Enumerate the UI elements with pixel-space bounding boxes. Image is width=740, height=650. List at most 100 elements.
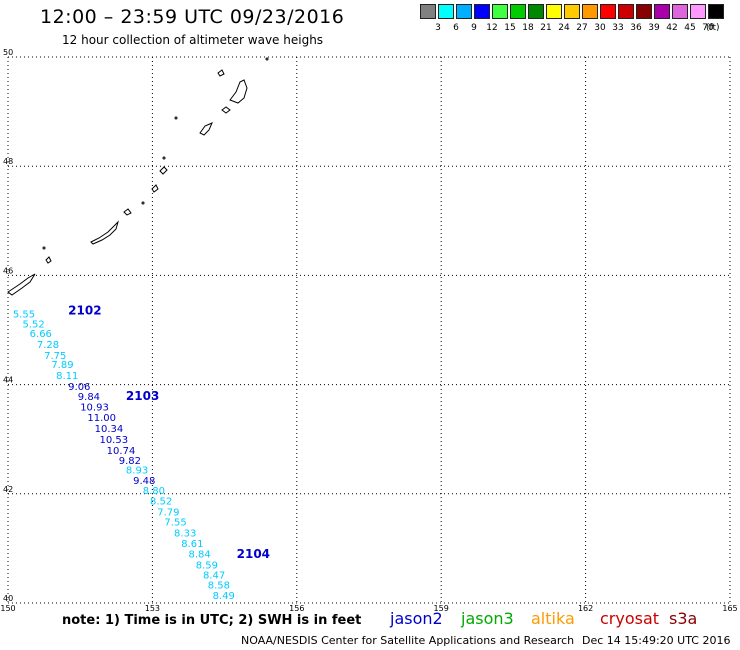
legend-swatch bbox=[690, 4, 706, 19]
timestamp: Dec 14 15:49:20 UTC 2016 bbox=[582, 634, 731, 647]
wave-height-value: 6.66 bbox=[30, 329, 52, 340]
wave-height-value: 8.58 bbox=[208, 580, 230, 591]
legend-swatch bbox=[564, 4, 580, 19]
legend-swatch bbox=[708, 4, 724, 19]
wave-height-value: 8.11 bbox=[56, 371, 78, 382]
wave-height-value: 9.84 bbox=[78, 392, 100, 403]
legend-label: 12 bbox=[486, 23, 498, 33]
coastline bbox=[7, 57, 269, 296]
wave-height-value: 10.93 bbox=[80, 402, 109, 413]
legend-swatch bbox=[492, 4, 508, 19]
pass-labels: 2102 2103 2104 bbox=[68, 304, 270, 562]
wave-height-value: 8.33 bbox=[174, 528, 196, 539]
legend-label: 15 bbox=[504, 23, 516, 33]
wave-height-value: 10.34 bbox=[95, 424, 124, 435]
legend-swatch bbox=[618, 4, 634, 19]
legend-label: 9 bbox=[471, 23, 477, 33]
wave-height-value: 9.82 bbox=[119, 456, 141, 467]
lon-tick-label: 150 bbox=[0, 604, 15, 613]
wave-height-value: 8.52 bbox=[150, 497, 172, 508]
wave-height-value: 10.53 bbox=[99, 435, 128, 446]
satellite-altika: altika bbox=[531, 609, 575, 628]
legend-swatch bbox=[420, 4, 436, 19]
lat-tick-label: 50 bbox=[3, 48, 13, 57]
kuril-island-2 bbox=[123, 208, 132, 216]
credit-line: NOAA/NESDIS Center for Satellite Applica… bbox=[241, 634, 575, 647]
legend-label: 21 bbox=[540, 23, 552, 33]
wave-height-value: 8.80 bbox=[143, 486, 165, 497]
islet-1 bbox=[42, 246, 46, 250]
legend-swatch bbox=[528, 4, 544, 19]
legend-label: 18 bbox=[522, 23, 534, 33]
lat-tick-label: 44 bbox=[3, 376, 13, 385]
wave-height-value: 10.74 bbox=[107, 446, 136, 457]
wave-height-value: 5.55 bbox=[13, 309, 35, 320]
wave-height-observations: 5.555.526.667.287.757.898.119.069.8410.9… bbox=[13, 309, 235, 602]
map-title: 12:00 – 23:59 UTC 09/23/2016 bbox=[40, 6, 345, 28]
legend-swatch bbox=[672, 4, 688, 19]
satellite-cryosat: cryosat bbox=[600, 609, 660, 628]
islet-2 bbox=[141, 201, 145, 205]
legend-swatch bbox=[456, 4, 472, 19]
map-subtitle: 12 hour collection of altimeter wave hei… bbox=[62, 33, 324, 47]
satellite-jason3: jason3 bbox=[461, 609, 514, 628]
lon-tick-label: 156 bbox=[289, 604, 304, 613]
wave-height-value: 7.55 bbox=[164, 517, 186, 528]
wave-height-value: 7.75 bbox=[44, 351, 66, 362]
kuril-island-9 bbox=[45, 256, 52, 264]
legend-label: 24 bbox=[558, 23, 570, 33]
lon-tick-label: 153 bbox=[145, 604, 160, 613]
hokkaido-coast bbox=[7, 273, 36, 296]
wave-height-value: 5.52 bbox=[22, 319, 44, 330]
legend-label: 27 bbox=[576, 23, 588, 33]
lon-tick-label: 159 bbox=[434, 604, 449, 613]
legend-swatch bbox=[582, 4, 598, 19]
legend-swatch bbox=[636, 4, 652, 19]
lat-tick-label: 46 bbox=[3, 266, 13, 275]
wave-height-value: 9.06 bbox=[68, 382, 90, 393]
lon-tick-label: 162 bbox=[578, 604, 593, 613]
wave-height-value: 8.59 bbox=[196, 561, 218, 572]
wave-height-value: 7.28 bbox=[37, 340, 59, 351]
islet-5 bbox=[265, 57, 269, 61]
legend-label: 70 bbox=[702, 23, 714, 33]
legend-label: 30 bbox=[594, 23, 606, 33]
wave-height-value: 9.48 bbox=[133, 476, 155, 487]
pass-number: 2103 bbox=[126, 389, 159, 403]
legend-swatch bbox=[546, 4, 562, 19]
lon-tick-label: 165 bbox=[722, 604, 737, 613]
wave-height-value: 8.84 bbox=[189, 550, 211, 561]
legend-label: 6 bbox=[453, 23, 459, 33]
legend-label: 36 bbox=[630, 23, 642, 33]
lat-tick-label: 42 bbox=[3, 485, 13, 494]
satellite-s3a: s3a bbox=[669, 609, 698, 628]
legend-label: 39 bbox=[648, 23, 660, 33]
kuril-island-3 bbox=[151, 184, 159, 193]
wave-height-value: 8.61 bbox=[181, 539, 203, 550]
kuril-island-8 bbox=[217, 69, 225, 77]
legend-swatch bbox=[600, 4, 616, 19]
kuril-island-7 bbox=[221, 106, 231, 114]
kuril-island-1 bbox=[90, 220, 120, 245]
legend-swatch bbox=[474, 4, 490, 19]
wave-height-value: 8.47 bbox=[203, 570, 225, 581]
legend-swatch bbox=[510, 4, 526, 19]
satellite-jason2: jason2 bbox=[390, 609, 443, 628]
kuril-island-6 bbox=[229, 79, 248, 104]
pass-number: 2102 bbox=[68, 304, 101, 318]
legend-label: 42 bbox=[666, 23, 678, 33]
wave-height-value: 11.00 bbox=[87, 413, 116, 424]
pass-number: 2104 bbox=[237, 547, 270, 561]
legend-unit: (ft) bbox=[706, 23, 720, 33]
islet-4 bbox=[174, 116, 178, 120]
wave-height-value: 7.79 bbox=[157, 508, 179, 519]
lat-tick-label: 40 bbox=[3, 594, 13, 603]
islet-3 bbox=[162, 156, 166, 160]
lat-tick-label: 48 bbox=[3, 157, 13, 166]
legend-label: 45 bbox=[684, 23, 696, 33]
legend-label: 33 bbox=[612, 23, 624, 33]
footer-note: note: 1) Time is in UTC; 2) SWH is in fe… bbox=[62, 613, 362, 628]
legend-swatch bbox=[654, 4, 670, 19]
kuril-island-4 bbox=[159, 166, 168, 175]
